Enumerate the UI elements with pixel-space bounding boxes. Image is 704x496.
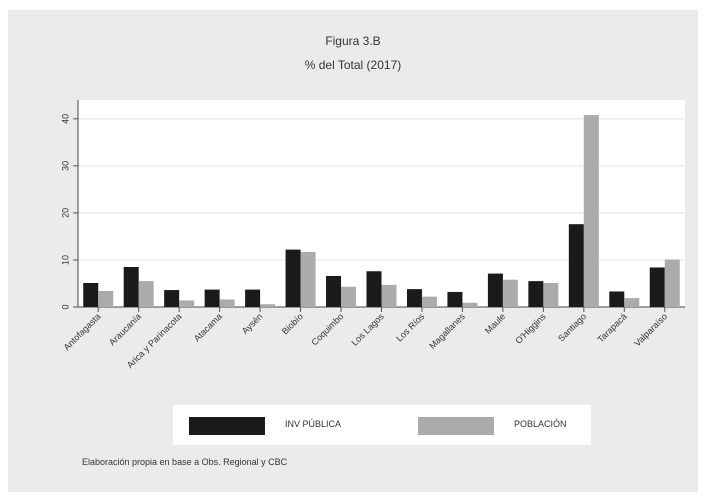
y-tick-label: 30 <box>60 161 70 171</box>
x-tick-label: Araucanía <box>107 311 143 347</box>
x-tick-label: Atacama <box>192 311 224 343</box>
bar-inv-publica <box>123 267 139 307</box>
y-tick-label: 20 <box>60 208 70 218</box>
legend-label-inv-publica: INV PÚBLICA <box>285 419 342 429</box>
bar-poblacion <box>341 286 357 307</box>
x-tick-label: Antofagasta <box>62 311 103 352</box>
bar-inv-publica <box>245 289 261 307</box>
bar-poblacion <box>381 284 397 307</box>
y-tick-label: 10 <box>60 255 70 265</box>
bar-poblacion <box>543 283 559 307</box>
legend-label-poblacion: POBLACIÓN <box>514 419 567 429</box>
chart-legend: INV PÚBLICA POBLACIÓN <box>173 405 591 445</box>
bar-inv-publica <box>447 291 463 307</box>
bar-poblacion <box>664 259 680 307</box>
bar-poblacion <box>502 279 518 307</box>
x-tick-label: Valparaíso <box>632 311 669 348</box>
bar-poblacion <box>583 115 599 308</box>
y-tick-label: 0 <box>60 304 70 309</box>
bar-poblacion <box>421 296 437 307</box>
x-tick-label: Los Lagos <box>349 311 386 348</box>
chart-figure: Figura 3.B % del Total (2017) 0 10 20 30 40 A… <box>8 10 698 492</box>
bar-inv-publica <box>204 289 220 307</box>
x-tick-label: Coquimbo <box>309 311 345 347</box>
x-tick-label: Santiago <box>556 311 588 343</box>
x-tick-label: Aysén <box>240 311 265 336</box>
bar-inv-publica <box>326 275 342 307</box>
bar-poblacion <box>98 291 114 307</box>
x-tick-label: Tarapacá <box>595 311 628 344</box>
legend-swatch-inv-publica <box>189 417 265 435</box>
bar-poblacion <box>219 299 235 307</box>
bar-poblacion <box>138 281 154 307</box>
bar-inv-publica <box>366 271 382 307</box>
bar-inv-publica <box>568 224 584 307</box>
x-tick-label: Magallanes <box>427 311 467 351</box>
bar-poblacion <box>300 251 316 307</box>
bar-inv-publica <box>285 249 301 307</box>
x-tick-label: O'Higgins <box>513 311 548 346</box>
bar-inv-publica <box>164 290 180 307</box>
bar-poblacion <box>179 300 195 307</box>
chart-title: Figura 3.B <box>325 34 381 48</box>
bar-inv-publica <box>406 289 422 307</box>
bar-poblacion <box>260 304 276 307</box>
bar-poblacion <box>624 298 640 307</box>
x-tick-label: Maule <box>483 311 507 335</box>
chart-subtitle: % del Total (2017) <box>304 58 402 72</box>
bar-poblacion <box>462 302 478 307</box>
y-tick-label: 40 <box>60 114 70 124</box>
bar-inv-publica <box>528 281 544 307</box>
bar-inv-publica <box>83 283 99 307</box>
bar-inv-publica <box>649 267 665 307</box>
legend-swatch-poblacion <box>418 417 494 435</box>
source-note: Elaboración propia en base a Obs. Region… <box>82 457 288 467</box>
bar-inv-publica <box>487 273 503 307</box>
x-tick-label: Biobío <box>280 311 305 336</box>
bar-inv-publica <box>609 291 625 307</box>
x-tick-label: Los Ríos <box>394 311 427 344</box>
